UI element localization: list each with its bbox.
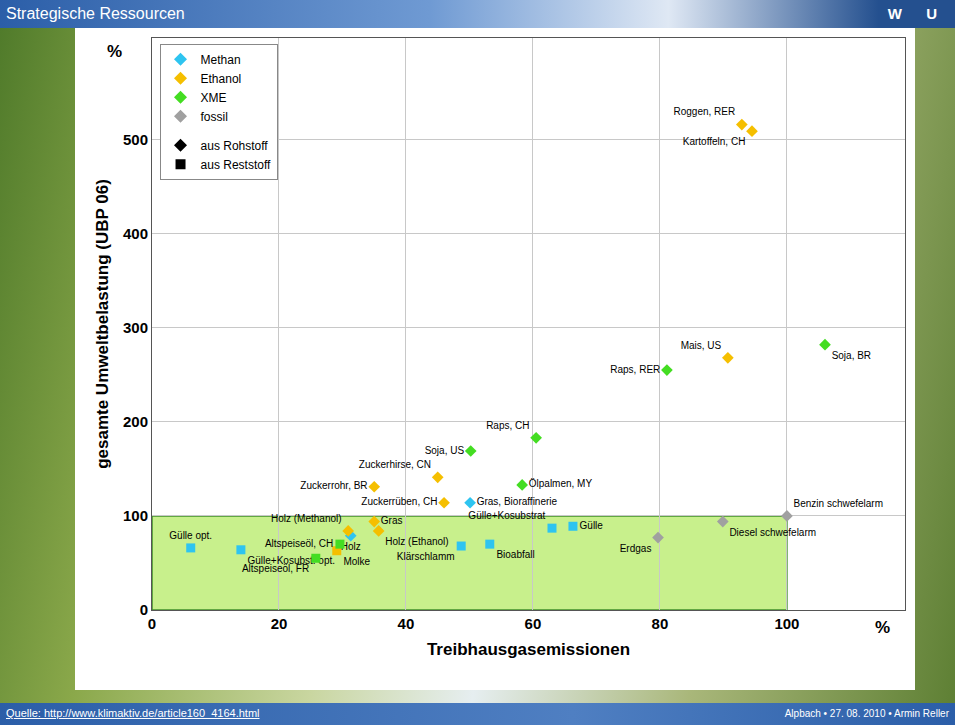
svg-text:0: 0 [140, 601, 148, 618]
svg-text:Altspeiseöl, CH: Altspeiseöl, CH [265, 538, 333, 549]
svg-text:Holz: Holz [341, 541, 361, 552]
svg-text:Gülle+Kosubstrat: Gülle+Kosubstrat [468, 510, 545, 521]
html-text:W U: W U [887, 5, 947, 22]
svg-text:Gras: Gras [381, 515, 403, 526]
svg-text:0: 0 [148, 615, 156, 632]
svg-text:Diesel schwefelarm: Diesel schwefelarm [729, 527, 816, 538]
html-text:Alpbach • 27. 08. 2010 • Armin: Alpbach • 27. 08. 2010 • Armin Reller [784, 708, 949, 719]
svg-text:%: % [875, 618, 890, 637]
html-text:Strategische Ressourcen: Strategische Ressourcen [6, 5, 185, 22]
svg-text:aus Reststoff: aus Reststoff [201, 158, 271, 172]
svg-text:Gülle opt.: Gülle opt. [169, 530, 212, 541]
svg-text:400: 400 [123, 225, 148, 242]
svg-text:Soja, BR: Soja, BR [832, 350, 871, 361]
svg-text:Raps, RER: Raps, RER [610, 364, 660, 375]
svg-text:Erdgas: Erdgas [620, 543, 652, 554]
svg-text:Holz (Ethanol): Holz (Ethanol) [385, 536, 448, 547]
html-text:Quelle: http://www.klimaktiv.d: Quelle: http://www.klimaktiv.de/article1… [6, 707, 260, 719]
svg-text:Ölpalmen, MY: Ölpalmen, MY [529, 478, 593, 489]
svg-text:20: 20 [271, 615, 288, 632]
svg-text:300: 300 [123, 319, 148, 336]
svg-text:Ethanol: Ethanol [201, 72, 242, 86]
svg-text:Benzin schwefelarm: Benzin schwefelarm [794, 498, 883, 509]
svg-text:Kartoffeln, CH: Kartoffeln, CH [683, 136, 746, 147]
svg-text:fossil: fossil [201, 110, 228, 124]
svg-text:60: 60 [525, 615, 542, 632]
svg-text:Zuckerrüben, CH: Zuckerrüben, CH [361, 496, 437, 507]
svg-text:aus Rohstoff: aus Rohstoff [201, 139, 269, 153]
svg-text:200: 200 [123, 413, 148, 430]
svg-text:Zuckerhirse, CN: Zuckerhirse, CN [359, 459, 431, 470]
svg-text:Holz (Methanol): Holz (Methanol) [271, 513, 342, 524]
svg-text:80: 80 [652, 615, 669, 632]
svg-text:%: % [107, 42, 122, 61]
svg-text:XME: XME [201, 91, 227, 105]
svg-text:Roggen, RER: Roggen, RER [674, 106, 736, 117]
svg-text:Treibhausgasemissionen: Treibhausgasemissionen [427, 640, 630, 659]
svg-text:Molke: Molke [343, 556, 370, 567]
svg-text:100: 100 [123, 507, 148, 524]
svg-text:Klärschlamm: Klärschlamm [397, 551, 455, 562]
svg-text:Gülle+Kosubst. opt.: Gülle+Kosubst. opt. [248, 555, 336, 566]
svg-text:Altspeiseöl, FR: Altspeiseöl, FR [242, 563, 309, 574]
svg-text:Zuckerrohr, BR: Zuckerrohr, BR [300, 480, 367, 491]
svg-text:Gras, Bioraffinerie: Gras, Bioraffinerie [477, 496, 558, 507]
svg-text:Gülle: Gülle [580, 520, 604, 531]
svg-text:Soja, US: Soja, US [425, 445, 465, 456]
svg-text:40: 40 [398, 615, 415, 632]
svg-text:500: 500 [123, 131, 148, 148]
svg-text:Mais, US: Mais, US [681, 340, 722, 351]
svg-text:100: 100 [774, 615, 799, 632]
svg-text:gesamte Umweltbelastung (UBP 0: gesamte Umweltbelastung (UBP 06) [93, 179, 112, 469]
svg-text:Raps, CH: Raps, CH [486, 420, 529, 431]
svg-text:Methan: Methan [201, 53, 241, 67]
svg-text:Bioabfall: Bioabfall [496, 549, 534, 560]
